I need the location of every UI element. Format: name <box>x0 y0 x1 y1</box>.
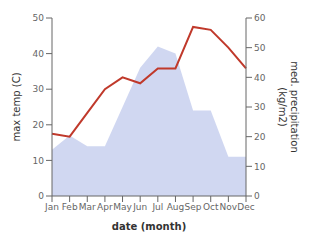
svg-text:Apr: Apr <box>97 202 113 212</box>
svg-text:10: 10 <box>254 162 266 172</box>
svg-text:30: 30 <box>33 84 45 94</box>
svg-text:10: 10 <box>33 156 45 166</box>
svg-text:50: 50 <box>33 13 45 23</box>
svg-text:Jul: Jul <box>151 202 163 212</box>
svg-text:Nov: Nov <box>220 202 238 212</box>
svg-text:Sep: Sep <box>185 202 202 212</box>
svg-text:Jan: Jan <box>44 202 59 212</box>
svg-text:Dec: Dec <box>237 202 254 212</box>
svg-text:May: May <box>113 202 132 212</box>
svg-text:Jun: Jun <box>132 202 147 212</box>
svg-text:30: 30 <box>254 102 266 112</box>
svg-text:0: 0 <box>254 191 260 201</box>
svg-text:max temp (C): max temp (C) <box>11 72 22 141</box>
svg-text:date (month): date (month) <box>112 221 186 232</box>
svg-text:20: 20 <box>254 132 266 142</box>
svg-text:40: 40 <box>33 49 45 59</box>
svg-text:Oct: Oct <box>203 202 219 212</box>
svg-text:50: 50 <box>254 43 266 53</box>
svg-text:20: 20 <box>33 120 45 130</box>
svg-text:med. precipitation: med. precipitation <box>289 61 300 153</box>
svg-text:Aug: Aug <box>167 202 185 212</box>
svg-text:0: 0 <box>38 191 44 201</box>
svg-text:Feb: Feb <box>62 202 78 212</box>
svg-text:60: 60 <box>254 13 266 23</box>
svg-text:40: 40 <box>254 73 266 83</box>
svg-text:(kg/m2): (kg/m2) <box>277 87 288 127</box>
svg-text:Mar: Mar <box>79 202 96 212</box>
